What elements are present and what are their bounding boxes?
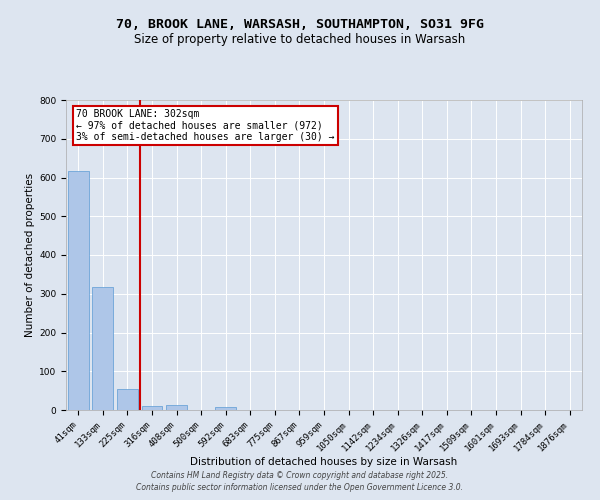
Bar: [117, 388, 138, 410]
Text: 70, BROOK LANE, WARSASH, SOUTHAMPTON, SO31 9FG: 70, BROOK LANE, WARSASH, SOUTHAMPTON, SO…: [116, 18, 484, 30]
Bar: [92, 287, 113, 410]
X-axis label: Distribution of detached houses by size in Warsash: Distribution of detached houses by size …: [190, 457, 458, 467]
Bar: [68, 170, 89, 410]
Y-axis label: Number of detached properties: Number of detached properties: [25, 173, 35, 337]
Text: 70 BROOK LANE: 302sqm
← 97% of detached houses are smaller (972)
3% of semi-deta: 70 BROOK LANE: 302sqm ← 97% of detached …: [76, 110, 335, 142]
Text: Size of property relative to detached houses in Warsash: Size of property relative to detached ho…: [134, 32, 466, 46]
Text: Contains HM Land Registry data © Crown copyright and database right 2025.: Contains HM Land Registry data © Crown c…: [151, 471, 449, 480]
Bar: [215, 407, 236, 410]
Text: Contains public sector information licensed under the Open Government Licence 3.: Contains public sector information licen…: [137, 484, 464, 492]
Bar: [142, 406, 163, 410]
Bar: [166, 406, 187, 410]
